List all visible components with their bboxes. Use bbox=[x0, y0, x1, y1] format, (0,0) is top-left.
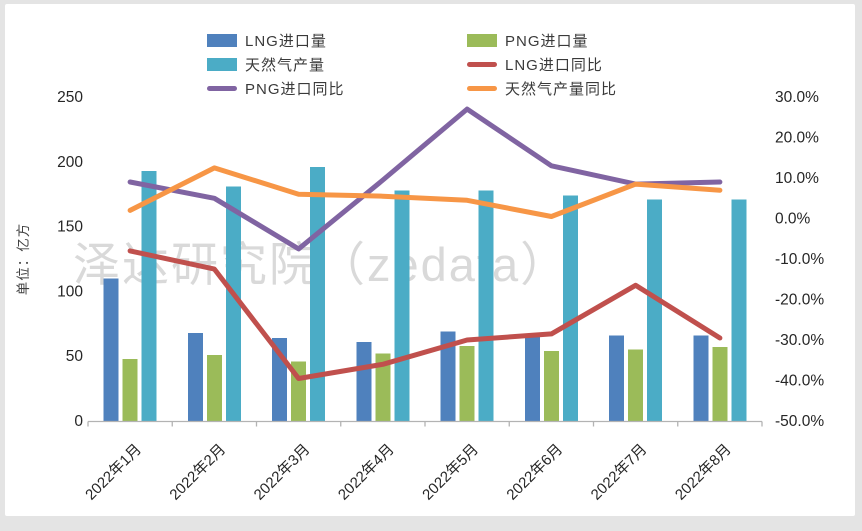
legend-label: LNG进口量 bbox=[245, 32, 327, 50]
legend-item-png-yoy: PNG进口同比 bbox=[207, 80, 345, 98]
legend-swatch-icon bbox=[207, 33, 237, 47]
x-axis-category-label: 2022年8月 bbox=[672, 441, 735, 504]
line-series-0 bbox=[127, 248, 723, 381]
x-axis bbox=[87, 420, 763, 427]
bar bbox=[103, 278, 119, 421]
x-axis-category-label: 2022年6月 bbox=[503, 441, 566, 504]
bar bbox=[628, 349, 644, 421]
bar bbox=[459, 345, 475, 421]
right-axis-tick-label: 10.0% bbox=[775, 170, 819, 187]
left-axis-tick-label: 200 bbox=[57, 154, 83, 171]
right-axis-ticks: -50.0% -40.0% -30.0% -20.0% -10.0% 0.0% 10.0% 2… bbox=[775, 89, 824, 430]
bar-series-2 bbox=[141, 167, 747, 421]
bar bbox=[647, 199, 663, 421]
left-axis-ticks: 0 50 100 150 200 250 bbox=[57, 89, 83, 430]
bar bbox=[524, 336, 540, 421]
legend-label: PNG进口同比 bbox=[245, 80, 345, 98]
bar bbox=[375, 353, 391, 421]
bar-series-0 bbox=[103, 278, 709, 421]
bar bbox=[693, 335, 709, 421]
line-series-1 bbox=[127, 106, 723, 252]
chart-legend: LNG进口量 PNG进口量 天然气产量 LNG进口同比 PNG进口同比 天然气产… bbox=[5, 4, 855, 114]
right-axis-tick-label: -50.0% bbox=[775, 413, 824, 430]
chart-card: 泽达研究院（zedata） 050100150200250-50.0%-40.0… bbox=[5, 4, 855, 516]
bar bbox=[187, 332, 203, 421]
legend-swatch-icon bbox=[467, 33, 497, 47]
left-axis-tick-label: 100 bbox=[57, 283, 83, 300]
bar bbox=[478, 190, 494, 421]
bar bbox=[440, 331, 456, 421]
y-axis-title: 单位：亿方 bbox=[16, 223, 31, 296]
chart-canvas: 050100150200250-50.0%-40.0%-30.0%-20.0%-… bbox=[16, 89, 824, 504]
legend-item-lng-import: LNG进口量 bbox=[207, 32, 327, 50]
right-axis-tick-label: 0.0% bbox=[775, 211, 811, 228]
legend-item-gas-production: 天然气产量 bbox=[207, 56, 326, 74]
bar bbox=[206, 354, 222, 421]
x-axis-category-label: 2022年5月 bbox=[419, 441, 482, 504]
legend-label: 天然气产量 bbox=[245, 56, 326, 74]
left-axis-tick-label: 150 bbox=[57, 219, 83, 236]
right-axis-tick-label: 30.0% bbox=[775, 89, 819, 106]
bar bbox=[141, 170, 157, 421]
bar bbox=[310, 167, 326, 421]
bar-series-1 bbox=[122, 345, 728, 421]
legend-item-png-import: PNG进口量 bbox=[467, 32, 589, 50]
legend-item-gas-production-yoy: 天然气产量同比 bbox=[467, 80, 618, 98]
bar bbox=[394, 190, 410, 421]
bar bbox=[122, 358, 138, 421]
left-axis-tick-label: 50 bbox=[66, 348, 84, 365]
bar bbox=[225, 186, 241, 421]
right-axis-tick-label: -20.0% bbox=[775, 292, 824, 309]
x-axis-labels: 2022年1月 2022年2月 2022年3月 2022年4月 2022年5月 2022年… bbox=[82, 441, 734, 504]
bar bbox=[731, 199, 747, 421]
legend-swatch-icon bbox=[467, 61, 497, 67]
right-axis-tick-label: -40.0% bbox=[775, 373, 824, 390]
x-axis-category-label: 2022年2月 bbox=[166, 441, 229, 504]
legend-label: PNG进口量 bbox=[505, 32, 589, 50]
bar bbox=[543, 351, 559, 421]
legend-swatch-icon bbox=[207, 85, 237, 91]
legend-swatch-icon bbox=[467, 85, 497, 91]
bar bbox=[562, 195, 578, 421]
legend-item-lng-yoy: LNG进口同比 bbox=[467, 56, 603, 74]
right-axis-tick-label: -10.0% bbox=[775, 251, 824, 268]
bar bbox=[609, 335, 625, 421]
legend-label: LNG进口同比 bbox=[505, 56, 603, 74]
right-axis-tick-label: -30.0% bbox=[775, 332, 824, 349]
left-axis-tick-label: 250 bbox=[57, 89, 83, 106]
x-axis-category-label: 2022年1月 bbox=[82, 441, 145, 504]
x-axis-category-label: 2022年3月 bbox=[251, 441, 314, 504]
legend-swatch-icon bbox=[207, 57, 237, 71]
legend-label: 天然气产量同比 bbox=[505, 80, 618, 98]
right-axis-tick-label: 20.0% bbox=[775, 130, 819, 147]
left-axis-tick-label: 0 bbox=[74, 413, 83, 430]
x-axis-category-label: 2022年7月 bbox=[588, 441, 651, 504]
bar bbox=[712, 347, 728, 421]
x-axis-category-label: 2022年4月 bbox=[335, 441, 398, 504]
bar bbox=[356, 341, 372, 421]
line-series-2 bbox=[127, 165, 723, 219]
